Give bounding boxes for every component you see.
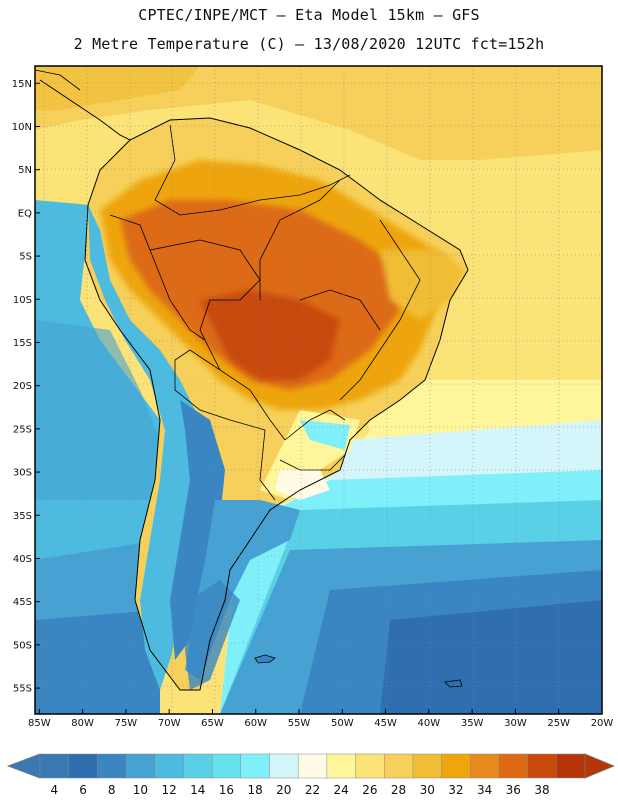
colorbar-label: 8 <box>108 783 116 797</box>
lat-tick-label: 25S <box>13 424 32 435</box>
longitude-labels: 85W 80W 75W 70W 65W 60W 55W 50W 45W 40W 35W 30W 25W 2… <box>28 718 613 729</box>
temperature-field <box>35 66 602 714</box>
colorbar-label: 24 <box>334 783 349 797</box>
lat-tick-label: 35S <box>13 511 32 522</box>
lat-tick-label: 50S <box>13 640 32 651</box>
lon-tick-label: 85W <box>28 718 51 729</box>
lon-tick-label: 75W <box>115 718 138 729</box>
colorbar-swatch <box>154 753 185 779</box>
colorbar-label: 28 <box>391 783 406 797</box>
colorbar-label: 14 <box>190 783 205 797</box>
colorbar-label: 4 <box>51 783 59 797</box>
colorbar-arrow-left <box>6 753 41 779</box>
colorbar-arrow-right <box>584 753 616 779</box>
colorbar-label: 6 <box>79 783 87 797</box>
colorbar-label: 38 <box>534 783 549 797</box>
colorbar-label: 18 <box>247 783 262 797</box>
colorbar-label: 26 <box>362 783 377 797</box>
lon-tick-label: 65W <box>201 718 224 729</box>
chart-title-line2: 2 Metre Temperature (C) – 13/08/2020 12U… <box>73 35 545 53</box>
colorbar-swatch <box>498 753 529 779</box>
chart-title-line1: CPTEC/INPE/MCT – Eta Model 15km – GFS <box>138 6 480 24</box>
lon-tick-label: 30W <box>504 718 527 729</box>
lon-tick-label: 80W <box>71 718 94 729</box>
colorbar-swatch <box>355 753 385 779</box>
latitude-labels: 15N 10N 5N EQ 5S 10S 15S 20S 25S 30S 35S 40S 45S 50S 5… <box>12 79 32 695</box>
colorbar-label: 20 <box>276 783 291 797</box>
gridlines <box>35 66 602 714</box>
colorbar-swatch <box>527 753 558 779</box>
colorbar-swatch <box>183 753 213 779</box>
colorbar-swatch <box>39 753 70 779</box>
colorbar-swatch <box>68 753 99 779</box>
colorbar-label: 36 <box>506 783 521 797</box>
lat-tick-label: 15S <box>13 338 32 349</box>
colorbar-label: 34 <box>477 783 492 797</box>
colorbar-swatch <box>383 753 414 779</box>
lat-tick-label: 5S <box>19 252 32 263</box>
lat-tick-label: 20S <box>13 381 32 392</box>
lat-tick-label: 40S <box>13 554 32 565</box>
lat-tick-label: EQ <box>18 208 32 219</box>
colorbar-label: 10 <box>133 783 148 797</box>
colorbar-label: 32 <box>448 783 463 797</box>
lon-tick-label: 50W <box>331 718 354 729</box>
lat-tick-label: 45S <box>13 597 32 608</box>
colorbar-label: 30 <box>420 783 435 797</box>
colorbar <box>6 753 616 779</box>
lat-tick-label: 10N <box>12 122 32 133</box>
colorbar-swatch <box>125 753 156 779</box>
lon-tick-label: 35W <box>461 718 484 729</box>
colorbar-swatch <box>441 753 472 779</box>
colorbar-swatch <box>269 753 299 779</box>
colorbar-label: 12 <box>161 783 176 797</box>
lon-tick-label: 60W <box>244 718 267 729</box>
lat-tick-label: 15N <box>12 79 32 90</box>
lon-tick-label: 20W <box>591 718 614 729</box>
lon-tick-label: 70W <box>158 718 181 729</box>
colorbar-swatch <box>470 753 500 779</box>
colorbar-swatch <box>240 753 271 779</box>
lon-tick-label: 25W <box>547 718 570 729</box>
lon-tick-label: 45W <box>374 718 397 729</box>
colorbar-swatch <box>412 753 443 779</box>
lat-tick-label: 30S <box>13 468 32 479</box>
country-borders <box>109 124 421 501</box>
axis-ticks <box>35 82 603 714</box>
colorbar-swatch <box>556 753 586 779</box>
colorbar-swatch <box>97 753 127 779</box>
lon-tick-label: 40W <box>418 718 441 729</box>
lon-tick-label: 55W <box>288 718 311 729</box>
colorbar-label: 16 <box>219 783 234 797</box>
colorbar-labels: 4 6 8 10 12 14 16 18 20 22 24 26 28 30 32 34 36 38 <box>51 783 550 797</box>
colorbar-label: 22 <box>305 783 320 797</box>
lat-tick-label: 55S <box>13 684 32 695</box>
colorbar-swatch <box>326 753 357 779</box>
colorbar-swatch <box>211 753 242 779</box>
lat-tick-label: 5N <box>18 165 32 176</box>
map-frame <box>34 65 603 715</box>
colorbar-swatch <box>297 753 328 779</box>
lat-tick-label: 10S <box>13 295 32 306</box>
